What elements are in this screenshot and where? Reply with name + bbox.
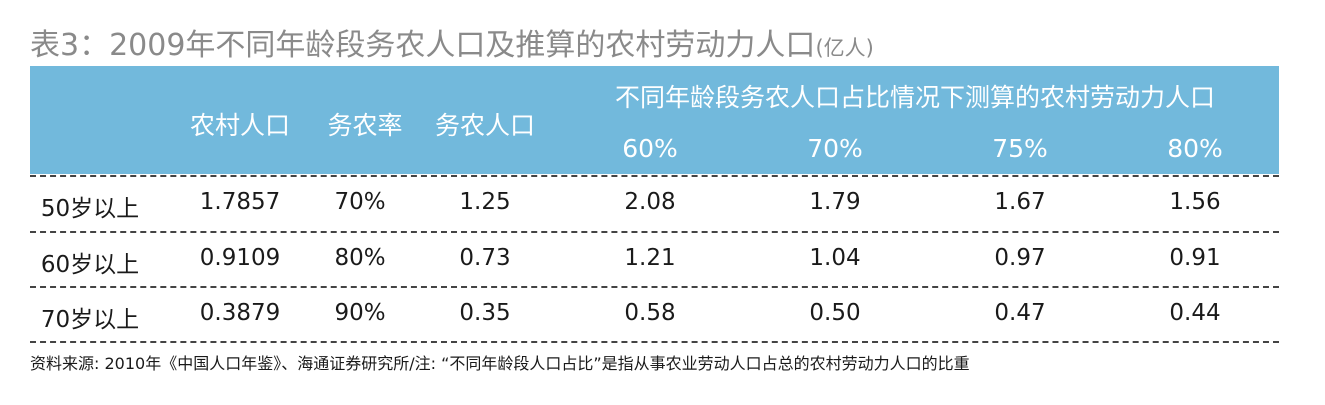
cell-rural: 0.9109	[199, 245, 281, 271]
header-farming-population: 务农人口	[434, 111, 535, 140]
cell-farming: 0.73	[459, 245, 511, 271]
table-title-main: 表3：2009年不同年龄段务农人口及推算的农村劳动力人口	[30, 28, 816, 63]
cell-70: 1.04	[809, 245, 861, 271]
cell-75: 1.67	[994, 189, 1046, 215]
cell-80: 0.91	[1169, 245, 1221, 271]
row-label: 70岁以上	[40, 307, 140, 333]
header-rural-population: 农村人口	[189, 111, 290, 140]
cell-80: 0.44	[1169, 300, 1221, 326]
cell-60: 1.21	[624, 245, 676, 271]
cell-60: 0.58	[624, 300, 676, 326]
cell-rate: 90%	[334, 300, 386, 326]
source-note: 资料来源: 2010年《中国人口年鉴》、海通证券研究所/注: “不同年龄段人口占…	[30, 354, 970, 373]
cell-rate: 70%	[334, 189, 386, 215]
cell-60: 2.08	[624, 189, 676, 215]
row-divider	[30, 341, 1279, 343]
cell-rate: 80%	[334, 245, 386, 271]
row-divider	[30, 175, 1279, 177]
table-title: 表3：2009年不同年龄段务农人口及推算的农村劳动力人口(亿人)	[30, 20, 874, 64]
cell-rural: 1.7857	[199, 189, 281, 215]
table-header: 农村人口 务农率 务农人口 不同年龄段务农人口占比情况下测算的农村劳动力人口 6…	[30, 66, 1279, 174]
cell-80: 1.56	[1169, 189, 1221, 215]
header-ratio-70: 70%	[807, 134, 863, 163]
cell-rural: 0.3879	[199, 300, 281, 326]
header-ratio-75: 75%	[992, 134, 1048, 163]
header-farming-rate: 务农率	[327, 111, 403, 140]
row-divider	[30, 286, 1279, 288]
row-divider	[30, 231, 1279, 233]
cell-70: 0.50	[809, 300, 861, 326]
row-label: 60岁以上	[40, 252, 140, 278]
header-ratio-80: 80%	[1167, 134, 1223, 163]
row-label: 50岁以上	[40, 196, 140, 222]
table-title-unit: (亿人)	[815, 36, 874, 60]
header-ratio-60: 60%	[622, 134, 678, 163]
cell-farming: 1.25	[459, 189, 511, 215]
cell-75: 0.97	[994, 245, 1046, 271]
cell-75: 0.47	[994, 300, 1046, 326]
header-group-title: 不同年龄段务农人口占比情况下测算的农村劳动力人口	[614, 83, 1215, 112]
cell-70: 1.79	[809, 189, 861, 215]
cell-farming: 0.35	[459, 300, 511, 326]
